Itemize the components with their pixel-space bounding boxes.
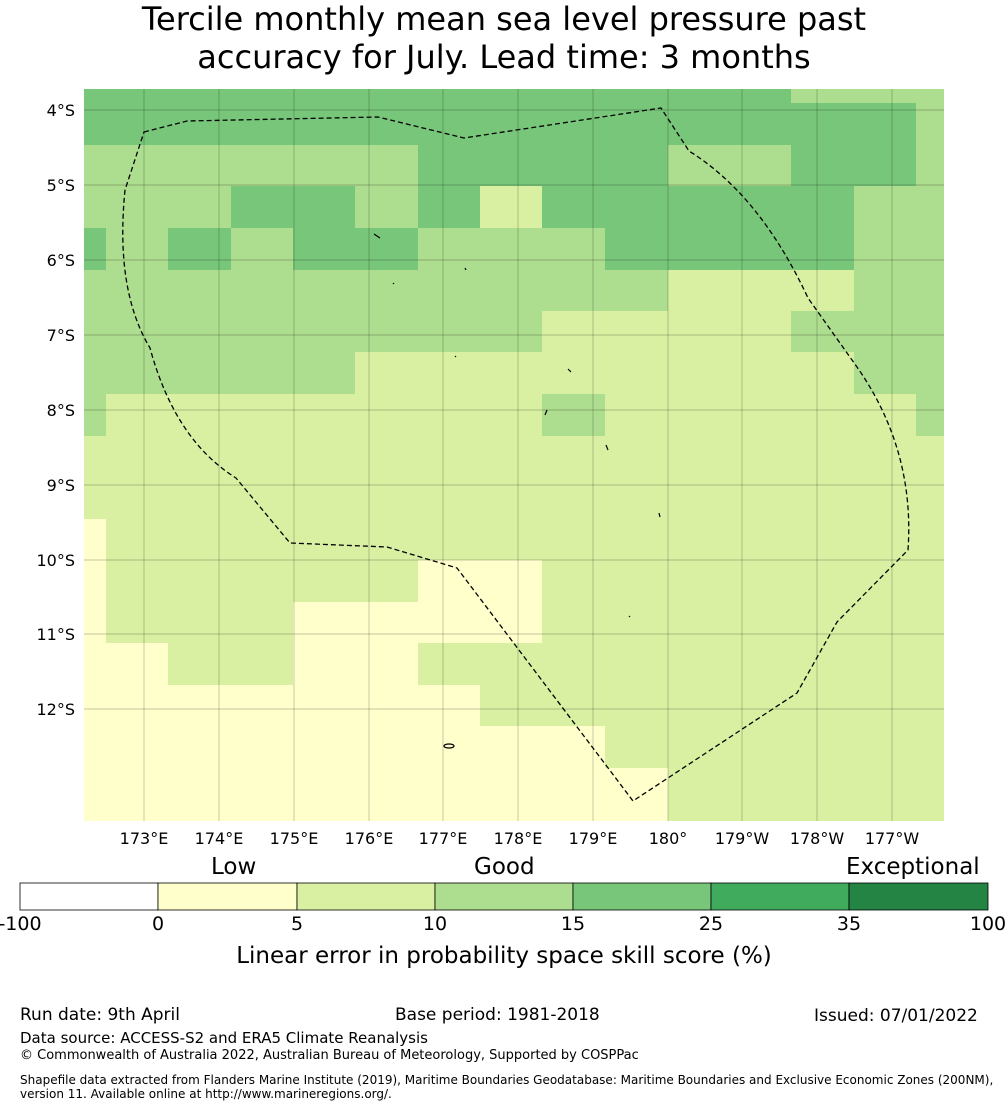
- latitude-label: 7°S: [47, 326, 75, 345]
- shapefile-credit-2: version 11. Available online at http://w…: [20, 1087, 392, 1101]
- colorbar-tick: 10: [422, 913, 448, 935]
- longitude-label: 179°W: [715, 829, 770, 848]
- island: [567, 368, 572, 373]
- title-line-2: accuracy for July. Lead time: 3 months: [197, 38, 811, 76]
- colorbar-segment: [848, 882, 989, 911]
- copyright: © Commonwealth of Australia 2022, Austra…: [20, 1048, 639, 1063]
- skill-region: [84, 519, 668, 821]
- island: [443, 743, 455, 749]
- longitude-label: 173°E: [120, 829, 169, 848]
- eez-boundary: [122, 107, 910, 802]
- island: [454, 355, 457, 358]
- issued-date: Issued: 07/01/2022: [814, 1006, 978, 1026]
- latitude-label: 8°S: [47, 401, 75, 420]
- colorbar-tick: 5: [290, 913, 304, 935]
- skill-region: [668, 145, 791, 186]
- longitude-label: 176°E: [345, 829, 394, 848]
- title-line-1: Tercile monthly mean sea level pressure …: [141, 0, 867, 38]
- skill-region: [168, 228, 231, 270]
- colorbar-tick: 100: [969, 913, 1007, 935]
- skill-region: [355, 186, 418, 228]
- longitude-label: 175°E: [270, 829, 319, 848]
- skill-region: [791, 89, 944, 436]
- longitude-label: 174°E: [195, 829, 244, 848]
- colorbar-segment: [572, 882, 712, 911]
- latitude-label: 9°S: [47, 476, 75, 495]
- skill-region: [84, 145, 668, 436]
- skill-region: [293, 228, 418, 270]
- colorbar-segment: [296, 882, 436, 911]
- colorbar-category-exceptional: Exceptional: [846, 854, 980, 880]
- colorbar-tick: 15: [560, 913, 586, 935]
- island: [544, 409, 548, 416]
- skill-region: [231, 186, 355, 228]
- colorbar-tick: 25: [698, 913, 724, 935]
- island: [658, 512, 661, 518]
- skill-region: [84, 228, 106, 270]
- latitude-labels: 4°S 5°S 6°S 7°S 8°S 9°S 10°S 11°S 12°S: [36, 101, 75, 719]
- island: [605, 444, 609, 451]
- skill-region: [84, 89, 916, 270]
- latitude-label: 11°S: [36, 625, 75, 644]
- colorbar-label: Linear error in probability space skill …: [236, 943, 772, 969]
- base-period: Base period: 1981-2018: [395, 1005, 600, 1025]
- longitude-label: 177°W: [865, 829, 920, 848]
- island: [373, 233, 381, 239]
- graticule: [84, 89, 944, 821]
- colorbar-segment: [157, 882, 298, 911]
- colorbar-category-good: Good: [474, 854, 535, 880]
- longitude-label: 179°E: [569, 829, 618, 848]
- colorbar-category-low: Low: [211, 854, 257, 880]
- longitude-label: 178°E: [494, 829, 543, 848]
- island: [464, 267, 467, 271]
- colorbar-tick: 0: [151, 913, 165, 935]
- island: [628, 615, 631, 618]
- latitude-label: 5°S: [47, 176, 75, 195]
- run-date: Run date: 9th April: [20, 1005, 180, 1025]
- longitude-labels: 173°E 174°E 175°E 176°E 177°E 178°E 179°E 180° 1…: [120, 829, 920, 848]
- islands: [373, 233, 661, 749]
- longitude-label: 180°: [649, 829, 688, 848]
- longitude-label: 178°W: [790, 829, 845, 848]
- colorbar-segment: [19, 882, 159, 911]
- latitude-label: 6°S: [47, 251, 75, 270]
- skill-region: [542, 394, 605, 436]
- skill-grid: [84, 89, 944, 821]
- island: [392, 282, 395, 285]
- latitude-label: 12°S: [36, 700, 75, 719]
- latitude-label: 10°S: [36, 551, 75, 570]
- colorbar-tick: -100: [0, 913, 42, 935]
- longitude-label: 177°E: [419, 829, 468, 848]
- colorbar: [19, 882, 989, 911]
- data-source: Data source: ACCESS-S2 and ERA5 Climate …: [20, 1029, 428, 1047]
- colorbar-tick: 35: [836, 913, 862, 935]
- shapefile-credit-1: Shapefile data extracted from Flanders M…: [20, 1073, 994, 1087]
- colorbar-segment: [434, 882, 574, 911]
- colorbar-segment: [710, 882, 850, 911]
- latitude-label: 4°S: [47, 101, 75, 120]
